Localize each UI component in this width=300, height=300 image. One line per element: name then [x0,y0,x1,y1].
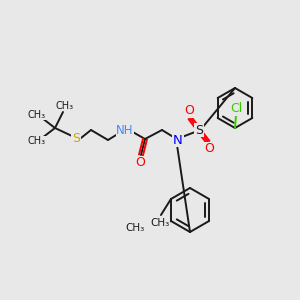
Text: CH₃: CH₃ [28,136,46,146]
Text: CH₃: CH₃ [56,101,74,111]
Text: S: S [72,131,80,145]
Text: CH₃: CH₃ [150,218,170,228]
Text: Cl: Cl [230,103,242,116]
Text: O: O [204,142,214,155]
Text: NH: NH [116,124,134,136]
Text: S: S [195,124,203,136]
Text: CH₃: CH₃ [28,110,46,120]
Text: N: N [173,134,183,146]
Text: CH₃: CH₃ [126,223,145,233]
Text: O: O [184,104,194,118]
Text: O: O [135,157,145,169]
